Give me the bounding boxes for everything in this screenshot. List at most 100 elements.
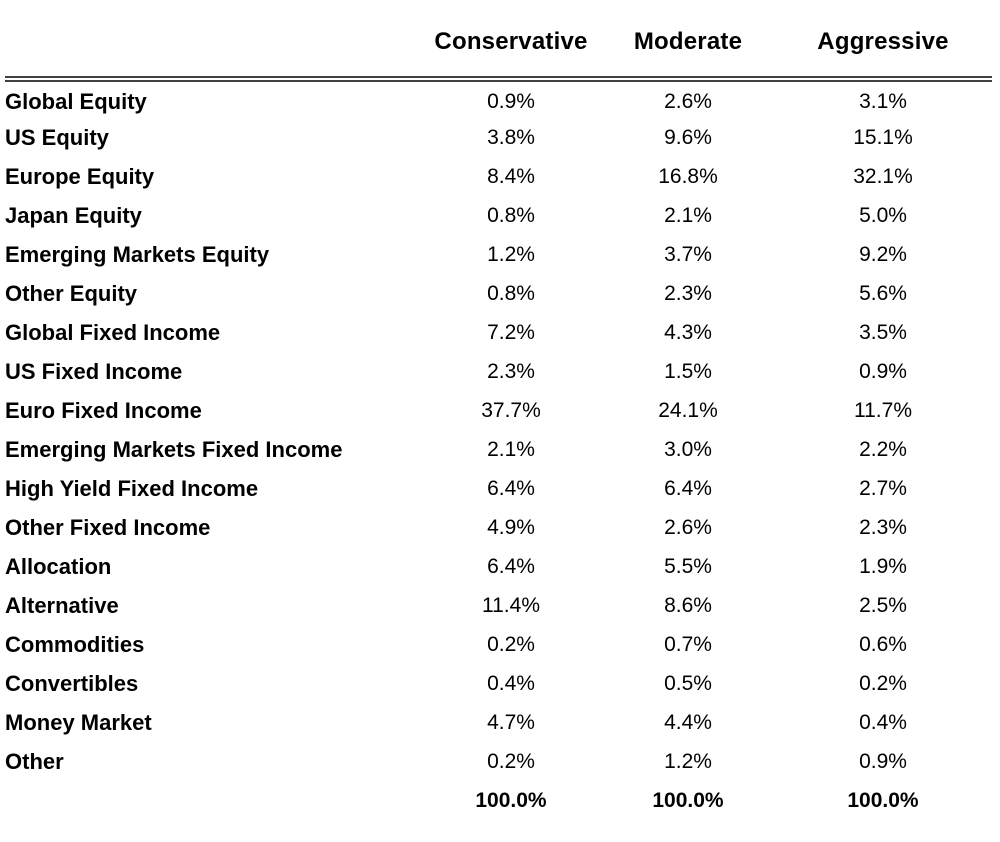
row-label: Other Equity — [5, 280, 138, 306]
cell-value: 0.2% — [859, 671, 907, 695]
cell-value: 4.9% — [487, 515, 535, 539]
cell-value: 11.7% — [854, 398, 912, 422]
cell-value: 0.9% — [487, 90, 535, 113]
column-header-aggressive: Aggressive — [774, 0, 992, 82]
row-label: Europe Equity — [5, 163, 155, 189]
cell-value: 2.6% — [664, 90, 712, 113]
cell-value: 16.8% — [658, 164, 718, 188]
table-row: High Yield Fixed Income 6.4% 6.4% 2.7% — [5, 469, 992, 508]
table-row: Other Fixed Income 4.9% 2.6% 2.3% — [5, 508, 992, 547]
row-label: Money Market — [5, 709, 152, 735]
table-row: Europe Equity 8.4% 16.8% 32.1% — [5, 157, 992, 196]
cell-value: 24.1% — [658, 398, 718, 422]
row-label: Global Equity — [5, 89, 147, 114]
cell-value: 2.6% — [664, 515, 712, 539]
cell-value: 0.9% — [859, 359, 907, 383]
cell-value: 3.1% — [859, 90, 907, 113]
cell-value: 3.8% — [487, 125, 535, 149]
cell-value: 0.4% — [859, 710, 907, 734]
cell-value: 8.6% — [664, 593, 712, 617]
table-row: Money Market 4.7% 4.4% 0.4% — [5, 703, 992, 742]
row-label: US Equity — [5, 124, 109, 150]
cell-value: 0.5% — [664, 671, 712, 695]
cell-value: 0.2% — [487, 632, 535, 656]
cell-value: 11.4% — [482, 593, 540, 617]
row-label: High Yield Fixed Income — [5, 475, 259, 501]
column-header-moderate: Moderate — [602, 0, 774, 82]
row-label: Commodities — [5, 631, 145, 657]
total-row-label — [5, 781, 420, 820]
cell-value: 15.1% — [853, 125, 913, 149]
cell-value: 37.7% — [481, 398, 541, 422]
cell-value: 2.1% — [487, 437, 535, 461]
cell-value: 0.7% — [664, 632, 712, 656]
cell-value: 0.8% — [487, 281, 535, 305]
row-label: Euro Fixed Income — [5, 397, 202, 423]
cell-value: 1.9% — [859, 554, 907, 578]
total-value-aggressive: 100.0% — [847, 788, 919, 812]
cell-value: 5.6% — [859, 281, 907, 305]
table-row: US Fixed Income 2.3% 1.5% 0.9% — [5, 352, 992, 391]
cell-value: 2.2% — [859, 437, 907, 461]
table-row: Euro Fixed Income 37.7% 24.1% 11.7% — [5, 391, 992, 430]
table-row: Alternative 11.4% 8.6% 2.5% — [5, 586, 992, 625]
row-label: Emerging Markets Equity — [5, 241, 270, 267]
cell-value: 5.0% — [859, 203, 907, 227]
row-label: Alternative — [5, 592, 119, 618]
cell-value: 3.0% — [664, 437, 712, 461]
column-header-asset-class — [5, 0, 420, 82]
table-row: Commodities 0.2% 0.7% 0.6% — [5, 625, 992, 664]
cell-value: 8.4% — [487, 164, 535, 188]
header-row: Conservative Moderate Aggressive — [5, 0, 992, 82]
column-header-conservative: Conservative — [420, 0, 602, 82]
cell-value: 4.3% — [664, 320, 712, 344]
table-header: Conservative Moderate Aggressive — [5, 0, 992, 82]
row-label: Other — [5, 748, 64, 774]
table-row: Japan Equity 0.8% 2.1% 5.0% — [5, 196, 992, 235]
cell-value: 5.5% — [664, 554, 712, 578]
allocation-table: Conservative Moderate Aggressive Global … — [5, 0, 992, 820]
table-body: Global Equity 0.9% 2.6% 3.1% US Equity 3.8% 9.… — [5, 79, 992, 781]
cell-value: 4.4% — [664, 710, 712, 734]
table-row: Other Equity 0.8% 2.3% 5.6% — [5, 274, 992, 313]
cell-value: 9.6% — [664, 125, 712, 149]
cell-value: 1.2% — [487, 242, 535, 266]
row-label: Other Fixed Income — [5, 514, 211, 540]
cell-value: 0.2% — [487, 749, 535, 773]
cell-value: 0.6% — [859, 632, 907, 656]
row-label: Japan Equity — [5, 202, 142, 228]
cell-value: 6.4% — [487, 476, 535, 500]
cell-value: 7.2% — [487, 320, 535, 344]
row-label: Global Fixed Income — [5, 319, 221, 345]
cell-value: 2.7% — [859, 476, 907, 500]
cell-value: 2.3% — [664, 281, 712, 305]
cell-value: 2.5% — [859, 593, 907, 617]
total-row: 100.0% 100.0% 100.0% — [5, 781, 992, 820]
cell-value: 1.2% — [664, 749, 712, 773]
table-row: Allocation 6.4% 5.5% 1.9% — [5, 547, 992, 586]
cell-value: 2.3% — [859, 515, 907, 539]
cell-value: 0.9% — [859, 749, 907, 773]
cell-value: 32.1% — [853, 164, 913, 188]
cell-value: 3.5% — [859, 320, 907, 344]
cell-value: 9.2% — [859, 242, 907, 266]
row-label: US Fixed Income — [5, 358, 183, 384]
cell-value: 1.5% — [664, 359, 712, 383]
cell-value: 0.8% — [487, 203, 535, 227]
table-row: Convertibles 0.4% 0.5% 0.2% — [5, 664, 992, 703]
cell-value: 6.4% — [487, 554, 535, 578]
table-row: Emerging Markets Fixed Income 2.1% 3.0% 2.2… — [5, 430, 992, 469]
cell-value: 3.7% — [664, 242, 712, 266]
cell-value: 6.4% — [664, 476, 712, 500]
cell-value: 4.7% — [487, 710, 535, 734]
row-label: Convertibles — [5, 670, 139, 696]
total-value-conservative: 100.0% — [475, 788, 547, 812]
total-value-moderate: 100.0% — [652, 788, 724, 812]
table-footer: 100.0% 100.0% 100.0% — [5, 781, 992, 820]
cell-value: 0.4% — [487, 671, 535, 695]
table-row: Other 0.2% 1.2% 0.9% — [5, 742, 992, 781]
table-row: Global Equity 0.9% 2.6% 3.1% — [5, 79, 992, 118]
table-row: US Equity 3.8% 9.6% 15.1% — [5, 118, 992, 157]
table-row: Emerging Markets Equity 1.2% 3.7% 9.2% — [5, 235, 992, 274]
